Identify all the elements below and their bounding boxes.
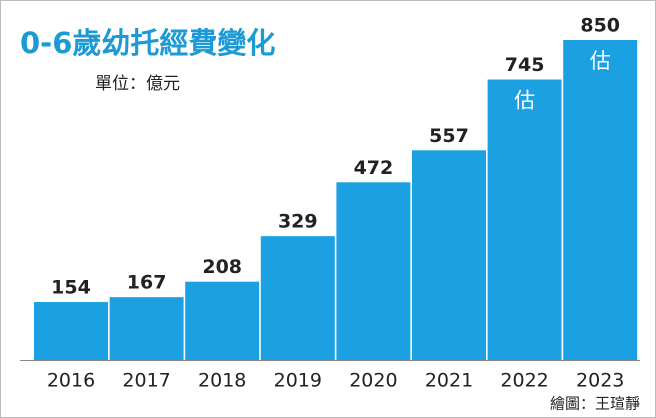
x-tick-label: 2021	[425, 370, 473, 392]
bar	[336, 182, 411, 360]
chart-title: 0-6歲幼托經費變化	[20, 26, 275, 60]
bar	[563, 40, 638, 360]
bar	[185, 281, 260, 360]
value-label: 329	[278, 211, 318, 233]
x-tick-label: 2019	[274, 370, 322, 392]
x-tick-label: 2020	[349, 370, 397, 392]
bar	[109, 297, 184, 360]
estimate-note: 估	[590, 49, 611, 73]
estimate-note: 估	[514, 89, 535, 113]
x-tick-label: 2016	[47, 370, 95, 392]
value-label: 167	[127, 272, 167, 294]
x-tick-label: 2023	[576, 370, 624, 392]
value-label: 154	[51, 277, 91, 299]
bar	[412, 150, 486, 360]
bar	[487, 79, 562, 360]
value-label: 208	[202, 256, 242, 278]
value-label: 557	[429, 125, 469, 147]
value-label: 472	[354, 157, 394, 179]
bar	[260, 236, 335, 360]
chart-subtitle: 單位：億元	[95, 74, 180, 94]
value-label: 850	[580, 15, 620, 37]
credit: 繪圖：王瑄靜	[550, 395, 640, 413]
x-tick-label: 2018	[198, 370, 246, 392]
value-label: 745	[505, 54, 545, 76]
x-tick-label: 2017	[122, 370, 170, 392]
x-tick-label: 2022	[500, 370, 548, 392]
bar	[34, 302, 108, 360]
